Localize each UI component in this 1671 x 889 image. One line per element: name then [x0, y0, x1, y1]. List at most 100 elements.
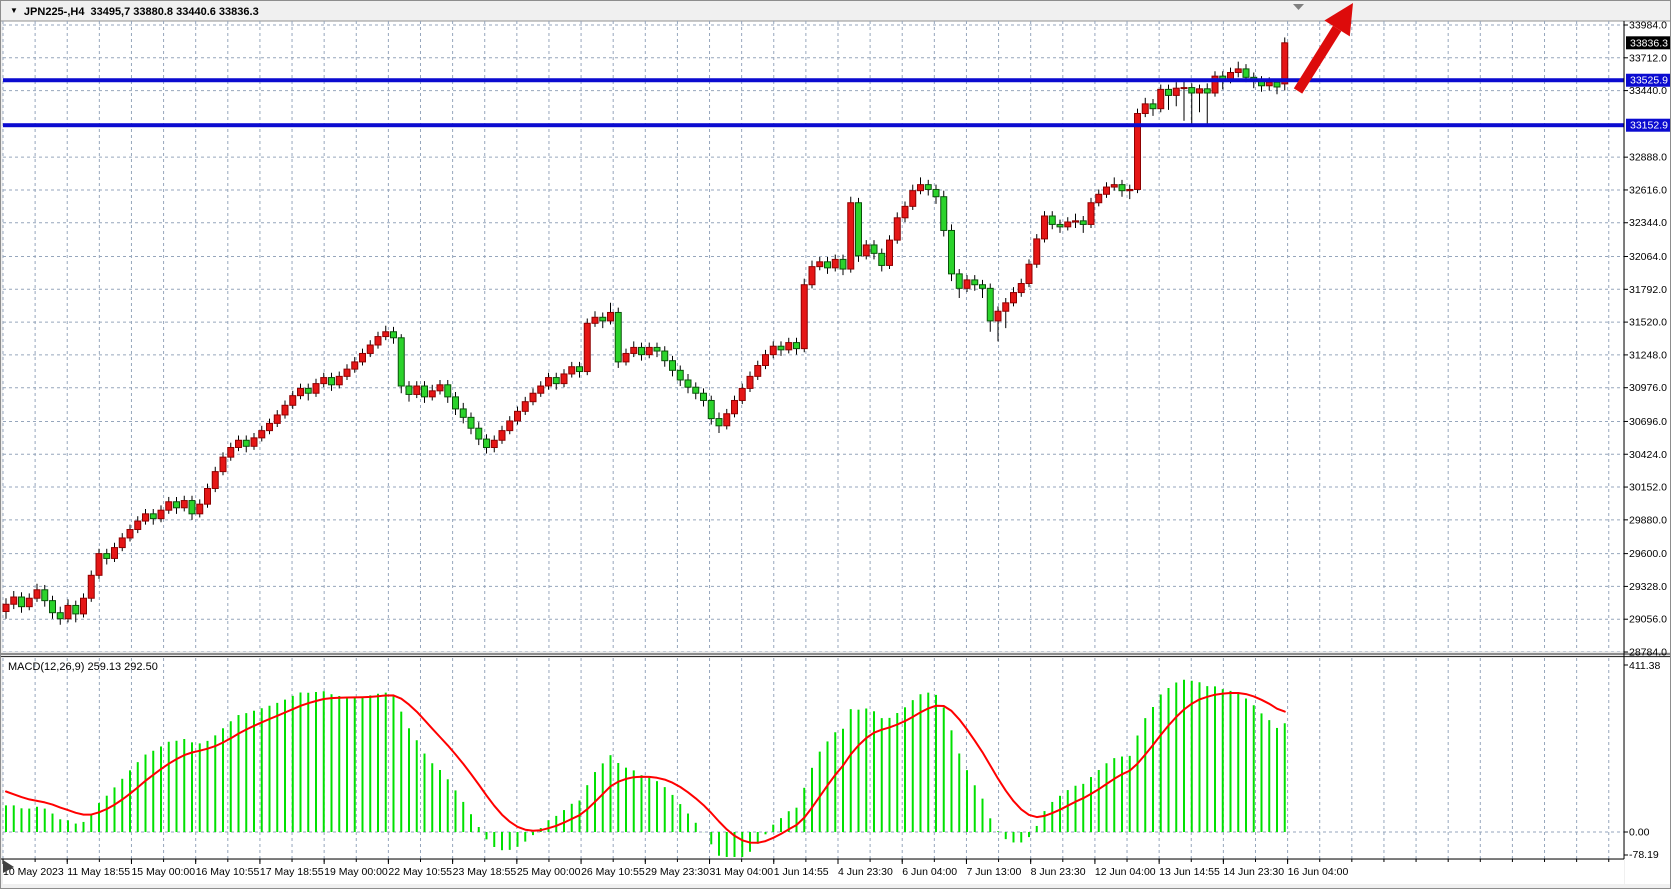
- candle-body: [940, 196, 948, 231]
- horizontal-line[interactable]: [3, 123, 1624, 128]
- candle-body: [886, 239, 893, 266]
- candle-body: [359, 352, 366, 363]
- candle-body: [1141, 103, 1149, 115]
- candle-body: [545, 377, 552, 387]
- time-tick-label: 12 Jun 04:00: [1095, 866, 1156, 878]
- price-tick-label: 31792.0: [1629, 284, 1667, 296]
- price-badge-label: 33525.9: [1630, 75, 1668, 87]
- candle-body: [343, 368, 351, 377]
- candle-body: [893, 217, 901, 241]
- candle-body: [1079, 220, 1087, 225]
- candle-body: [1010, 292, 1017, 304]
- candle-body: [521, 401, 529, 412]
- time-tick-label: 4 Jun 23:30: [838, 866, 893, 878]
- horizontal-line[interactable]: [3, 78, 1624, 83]
- candle-body: [971, 279, 979, 286]
- candle-body: [1110, 184, 1118, 188]
- candle-body: [762, 354, 769, 367]
- candle-body: [219, 456, 227, 473]
- candle-body: [235, 439, 242, 449]
- candle-body: [932, 188, 940, 198]
- candle-body: [1103, 186, 1110, 195]
- price-tick-label: 33984.0: [1629, 20, 1667, 32]
- candle-body: [917, 184, 924, 192]
- candle-body: [1203, 88, 1211, 94]
- price-tick-label: 30424.0: [1629, 449, 1667, 461]
- candle-body: [87, 574, 95, 599]
- time-tick-label: 1 Jun 14:55: [774, 866, 829, 878]
- time-tick-label: 26 May 10:55: [581, 866, 645, 878]
- candle-body: [165, 501, 173, 511]
- candle-body: [808, 266, 816, 286]
- candle-body: [870, 244, 878, 254]
- candle-body: [436, 384, 444, 392]
- candle-body: [1265, 81, 1273, 87]
- candle-body: [878, 252, 886, 266]
- candle-body: [1211, 75, 1219, 94]
- price-tick-label: 28784.0: [1629, 647, 1667, 659]
- candle-body: [793, 342, 800, 350]
- candle-body: [800, 284, 808, 350]
- candle-body: [909, 190, 917, 207]
- candle-body: [242, 439, 250, 447]
- candle-body: [490, 439, 498, 449]
- price-tick-label: 29328.0: [1629, 581, 1667, 593]
- candle-body: [273, 414, 281, 424]
- time-tick-label: 7 Jun 13:00: [966, 866, 1021, 878]
- time-tick-label: 19 May 00:00: [324, 866, 388, 878]
- candle-body: [204, 487, 211, 505]
- time-axis: 10 May 2023 11 May 18:55 15 May 00:00 16 Ma…: [2, 859, 1610, 878]
- candle-body: [1072, 220, 1079, 223]
- candle-body: [661, 350, 669, 362]
- chart-shift-marker-icon[interactable]: [1293, 4, 1304, 10]
- candle-body: [692, 386, 700, 394]
- time-axis-strip: [3, 860, 1624, 884]
- candle-body: [955, 273, 963, 289]
- price-tick-label: 32344.0: [1629, 217, 1667, 229]
- candle-body: [211, 471, 219, 489]
- macd-axis: 411.38 0.00 -78.19: [1624, 660, 1660, 861]
- price-tick-label: 30976.0: [1629, 382, 1667, 394]
- candle-body: [1064, 221, 1072, 228]
- candle-body: [839, 258, 847, 270]
- candle-body: [289, 395, 297, 406]
- candle-body: [948, 229, 955, 275]
- candle-body: [506, 420, 514, 432]
- candle-body: [498, 430, 506, 441]
- candle-body: [552, 377, 560, 385]
- candle-body: [64, 604, 72, 620]
- panel-splitter[interactable]: [1, 652, 1671, 658]
- candle-body: [514, 410, 521, 422]
- candle-body: [994, 310, 1002, 322]
- price-tick-label: 33712.0: [1629, 52, 1667, 64]
- candle-body: [746, 375, 754, 389]
- candle-body: [529, 392, 537, 403]
- macd-tick-label: 0.00: [1629, 827, 1650, 839]
- candle-body: [1126, 188, 1134, 192]
- macd-signal-line: [5, 692, 1286, 844]
- candle-body: [638, 346, 645, 356]
- time-tick-label: 6 Jun 04:00: [902, 866, 957, 878]
- candle-body: [134, 520, 142, 530]
- candle-body: [1134, 113, 1141, 190]
- axis-scroll-marker[interactable]: [3, 860, 14, 873]
- candle-body: [1188, 87, 1196, 94]
- candle-body: [95, 553, 103, 576]
- candle-body: [1273, 81, 1281, 88]
- price-tick-label: 32064.0: [1629, 251, 1667, 263]
- candle-body: [576, 366, 583, 373]
- candle-body: [653, 346, 661, 352]
- candle-body: [824, 261, 831, 269]
- candle-body: [1095, 193, 1103, 204]
- time-tick-label: 25 May 00:00: [517, 866, 581, 878]
- candle-body: [483, 438, 490, 449]
- price-tick-label: 29880.0: [1629, 514, 1667, 526]
- time-tick-label: 17 May 18:55: [260, 866, 324, 878]
- candle-body: [676, 369, 684, 381]
- trend-arrow[interactable]: [1293, 3, 1353, 94]
- candle-body: [723, 413, 731, 427]
- candle-body: [754, 365, 762, 377]
- candle-body: [33, 589, 41, 599]
- candle-body: [901, 205, 909, 219]
